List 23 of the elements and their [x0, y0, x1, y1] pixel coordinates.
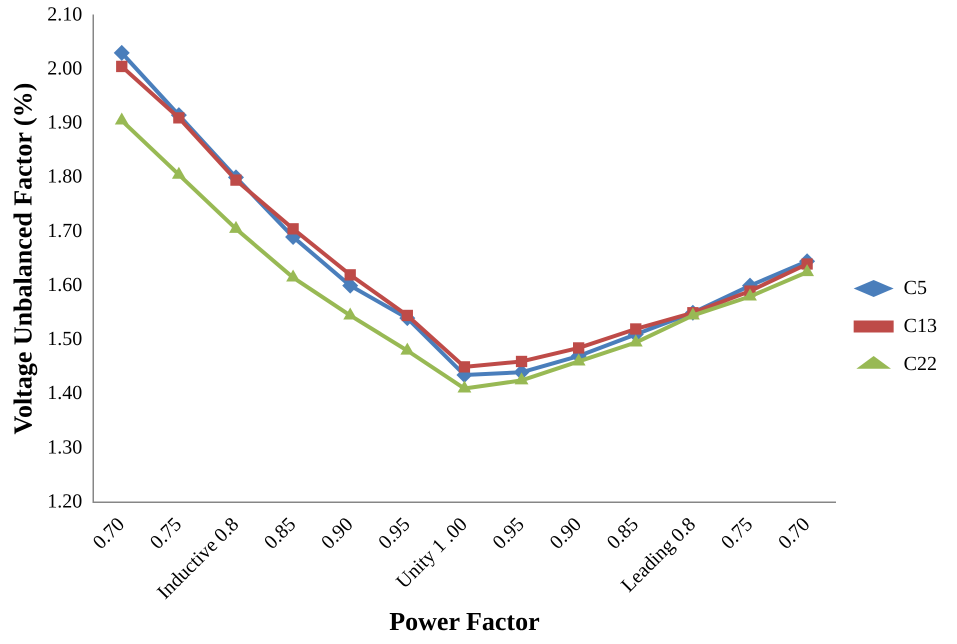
x-axis-title: Power Factor — [389, 607, 540, 636]
y-tick-label: 2.00 — [47, 57, 82, 80]
x-tick-label: 0.95 — [488, 513, 529, 554]
legend-label: C5 — [904, 276, 928, 299]
y-tick-label: 1.20 — [47, 490, 82, 512]
x-tick-label: 0.70 — [774, 513, 814, 554]
y-tick-label: 2.10 — [47, 3, 82, 26]
y-tick-label: 1.70 — [47, 220, 82, 242]
x-tick-label: 0.70 — [88, 513, 130, 554]
y-tick-label: 1.80 — [47, 166, 82, 188]
y-tick-label: 1.40 — [47, 382, 82, 404]
y-tick-label: 1.30 — [47, 436, 82, 458]
x-tick-label: 0.90 — [317, 513, 358, 554]
x-tick-label: 0.85 — [260, 513, 300, 554]
legend-label: C22 — [904, 352, 938, 375]
x-tick-label: 0.75 — [716, 513, 758, 554]
y-tick-label: 1.50 — [47, 328, 82, 350]
legend-label: C13 — [904, 314, 938, 337]
x-tick-label: 0.95 — [374, 513, 415, 554]
y-tick-label: 1.90 — [47, 112, 82, 134]
x-tick-label: 0.90 — [546, 513, 586, 554]
y-tick-label: 1.60 — [47, 274, 82, 296]
y-axis-title: Voltage Unbalanced Factor (%) — [8, 82, 38, 434]
